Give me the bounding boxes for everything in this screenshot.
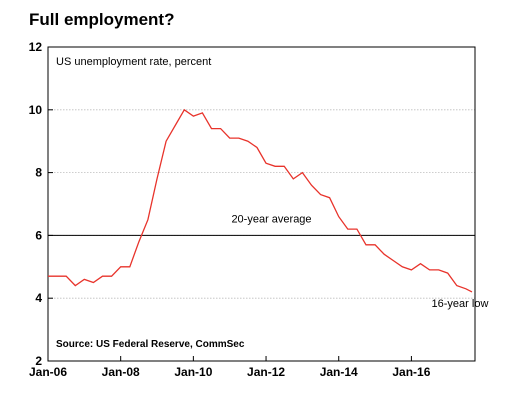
data-point [65,275,67,277]
data-point [102,275,104,277]
data-point [138,241,140,243]
x-tick-label: Jan-14 [320,365,358,379]
data-point [365,244,367,246]
data-point [256,146,258,148]
source-note: Source: US Federal Reserve, CommSec [56,339,245,350]
data-point [429,269,431,271]
data-point [147,219,149,221]
data-point [447,272,449,274]
x-tick-label: Jan-10 [174,365,212,379]
data-point [192,115,194,117]
plot-frame [47,46,476,362]
series-line-unemployment-rate [48,108,473,293]
data-point [183,109,185,111]
data-point [310,184,312,186]
data-point [283,165,285,167]
data-point [438,269,440,271]
x-tick-label: Jan-08 [102,365,140,379]
data-point [347,228,349,230]
data-point [111,275,113,277]
data-point [356,228,358,230]
data-point [320,194,322,196]
data-point [56,275,58,277]
y-tick-label: 8 [35,166,42,180]
y-tick-label: 12 [29,40,43,54]
x-tick-label: Jan-16 [392,365,430,379]
data-point [92,282,94,284]
data-point [156,178,158,180]
x-tick-label: Jan-06 [29,365,67,379]
data-point [419,263,421,265]
chart-title: Full employment? [29,10,175,29]
data-point [338,216,340,218]
y-tick-label: 10 [29,103,43,117]
annotation-sixteen-year-low: 16-year low [432,298,489,310]
data-point [83,278,85,280]
data-point [465,288,467,290]
data-point [301,172,303,174]
chart-subtitle: US unemployment rate, percent [56,56,211,68]
data-point [247,140,249,142]
data-point [165,140,167,142]
data-point [383,253,385,255]
data-point [47,275,49,277]
data-point [374,244,376,246]
data-point [120,266,122,268]
data-point [174,125,176,127]
data-point [238,137,240,139]
data-point [265,162,267,164]
reference-line-label: 20-year average [231,213,311,225]
data-point [401,266,403,268]
data-point [410,269,412,271]
data-point [392,260,394,262]
y-tick-label: 4 [35,291,42,305]
y-tick-label: 6 [35,228,42,242]
data-point [471,291,473,293]
y-tick-label: 2 [35,354,42,368]
data-point [211,128,213,130]
data-point [74,285,76,287]
x-tick-label: Jan-12 [247,365,285,379]
data-point [274,165,276,167]
data-point [229,137,231,139]
data-point [201,112,203,114]
data-point [329,197,331,199]
data-point [456,285,458,287]
data-point [292,178,294,180]
data-point [129,266,131,268]
data-point [220,128,222,130]
